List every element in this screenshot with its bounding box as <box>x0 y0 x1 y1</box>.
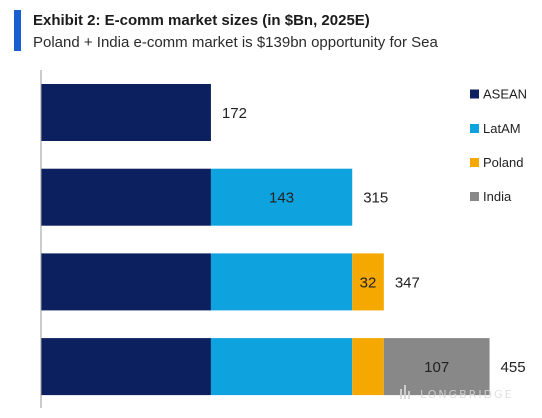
legend-swatch-poland <box>470 158 479 167</box>
bar-total-label-1: 172 <box>222 105 247 122</box>
watermark: LONGBRIDGE <box>400 385 514 401</box>
bar-segment-asean-4 <box>41 338 211 396</box>
legend-item-india: India <box>470 189 512 204</box>
segment-value-label-latam-2: 143 <box>269 190 294 207</box>
bar-segment-poland-3 <box>352 253 384 311</box>
chart-title: Exhibit 2: E-comm market sizes (in $Bn, … <box>33 12 370 29</box>
legend-label-asean: ASEAN <box>483 87 527 102</box>
legend-swatch-asean <box>470 89 479 99</box>
watermark-text: LONGBRIDGE <box>420 388 514 401</box>
bar-segment-asean-3 <box>41 253 211 311</box>
segment-value-label-india-4: 107 <box>424 359 449 376</box>
stacked-bars: 172 143 315 32 347 107 455 <box>41 84 526 396</box>
bar-total-label-4: 455 <box>501 359 526 376</box>
chart-subtitle: Poland + India e-comm market is $139bn o… <box>33 34 438 51</box>
legend-label-india: India <box>483 189 512 204</box>
legend-label-latam: LatAM <box>483 121 521 136</box>
legend-swatch-india <box>470 192 479 201</box>
bar-total-label-3: 347 <box>395 274 420 291</box>
bar-total-label-2: 315 <box>363 190 388 207</box>
bar-segment-india-4 <box>383 338 490 396</box>
bar-segment-asean-1 <box>41 84 211 141</box>
legend-item-latam: LatAM <box>470 121 521 136</box>
legend-item-poland: Poland <box>470 155 523 170</box>
legend-swatch-latam <box>470 124 479 133</box>
bar-segment-latam-4 <box>210 338 353 396</box>
bar-segment-latam-2 <box>210 168 353 226</box>
bar-segment-poland-4 <box>352 338 384 396</box>
segment-value-label-poland-3: 32 <box>360 274 377 291</box>
legend: ASEAN LatAM Poland India <box>470 87 527 204</box>
bar-segment-asean-2 <box>41 168 211 226</box>
legend-label-poland: Poland <box>483 155 523 170</box>
legend-item-asean: ASEAN <box>470 87 527 102</box>
title-accent-bar <box>14 10 21 51</box>
bar-segment-latam-3 <box>210 253 353 311</box>
watermark-logo-icon <box>400 385 410 399</box>
